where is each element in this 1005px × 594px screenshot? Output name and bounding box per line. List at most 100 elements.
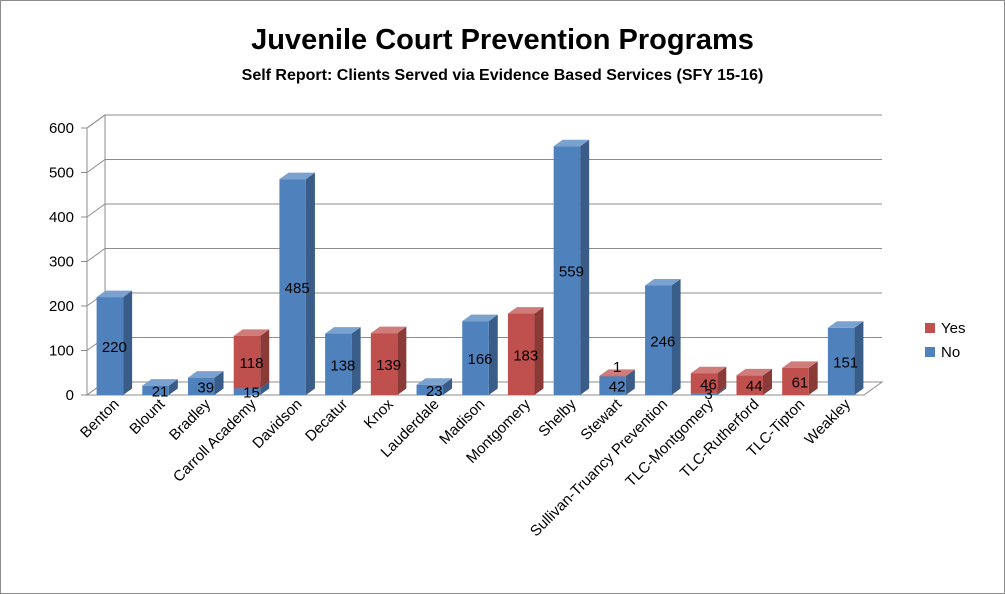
chart-legend: Yes No [925, 316, 965, 364]
bar-top [599, 369, 635, 376]
data-label: 559 [559, 264, 584, 281]
data-label: 39 [197, 379, 214, 396]
legend-item-yes: Yes [925, 316, 965, 340]
bar-yes [370, 326, 407, 395]
y-tick-label: 600 [49, 120, 74, 137]
bar-front [462, 321, 489, 395]
bar-no [142, 379, 178, 395]
y-tick-label: 400 [49, 209, 74, 226]
bar-side [534, 307, 544, 395]
bar-side [625, 369, 635, 395]
bar-top [690, 366, 727, 374]
bar-yes [690, 366, 727, 394]
legend-swatch-yes [925, 323, 935, 333]
legend-label-yes: Yes [941, 319, 966, 337]
data-label: 61 [792, 374, 809, 391]
data-label: 166 [467, 351, 492, 368]
bar-front [142, 385, 169, 395]
bar-front [690, 373, 718, 394]
bar-front [507, 313, 535, 395]
legend-label-no: No [941, 343, 961, 361]
data-label: 183 [513, 347, 538, 364]
x-tick-label: Davidson [249, 396, 305, 452]
x-tick-label: Carroll Academy [170, 395, 260, 485]
data-label: 485 [285, 280, 310, 297]
bar-side [671, 279, 681, 395]
bar-side [168, 379, 178, 395]
bar-top [96, 290, 133, 298]
bar-top [233, 329, 270, 336]
bar-no [462, 314, 498, 395]
bar-side [717, 366, 727, 394]
bar-side [305, 172, 315, 395]
bar-front [782, 367, 809, 395]
bar-side [854, 321, 864, 395]
data-label: 138 [330, 357, 355, 374]
bar-side [625, 369, 635, 377]
bar-front [370, 333, 398, 395]
gridline [86, 203, 882, 218]
bar-no [279, 172, 315, 395]
bar-front [553, 146, 581, 395]
bar-no [553, 139, 590, 395]
bar-front [279, 179, 306, 395]
data-label: 44 [746, 378, 763, 395]
y-tick-label: 300 [49, 254, 74, 271]
bar-side [580, 139, 590, 395]
bar-front [233, 335, 261, 389]
bar-yes [233, 329, 270, 389]
bar-front [233, 388, 261, 395]
data-label: 151 [833, 354, 858, 371]
bar-front [325, 333, 352, 395]
bar-side [260, 329, 270, 389]
bar-side [260, 381, 270, 395]
x-tick-label: Shelby [535, 395, 580, 440]
bar-no [827, 321, 864, 395]
bar-side [351, 327, 361, 395]
bar-no [188, 371, 224, 395]
bar-top [553, 139, 590, 147]
gridline [86, 248, 882, 262]
data-label: 23 [426, 383, 443, 400]
gridline [86, 159, 882, 173]
chart-subtitle: Self Report: Clients Served via Evidence… [241, 67, 764, 84]
bar-no [96, 290, 133, 395]
bar-top [416, 378, 453, 385]
data-label: 220 [102, 339, 127, 356]
bar-front [736, 375, 763, 395]
x-tick-label: Decatur [302, 396, 351, 445]
bar-side [488, 314, 498, 395]
x-tick-label: Knox [361, 395, 398, 432]
y-tick-label: 100 [49, 343, 74, 360]
bar-top [507, 307, 544, 314]
data-label: 15 [243, 385, 260, 402]
data-label: 42 [609, 379, 626, 396]
data-label: 3 [704, 386, 712, 403]
bar-side [397, 326, 407, 395]
legend-item-no: No [925, 340, 965, 364]
bar-top [827, 321, 864, 328]
y-tick-label: 0 [66, 387, 74, 404]
x-tick-label: Weakley [801, 395, 854, 448]
bar-side [123, 290, 133, 395]
bar-no [416, 378, 453, 395]
data-label: 246 [650, 333, 675, 350]
bar-top [462, 314, 498, 322]
bar-side [762, 368, 772, 395]
bar-side [717, 387, 727, 395]
bar-top [325, 327, 361, 334]
bar-top [645, 279, 681, 286]
legend-swatch-no [925, 347, 935, 357]
bar-top [142, 379, 178, 386]
bar-front [690, 393, 718, 395]
bar-front [188, 377, 215, 395]
bar-front [645, 285, 672, 395]
bar-yes [507, 307, 544, 395]
x-tick-label: Blount [126, 395, 169, 438]
data-label: 21 [152, 383, 169, 400]
bar-front [599, 376, 626, 395]
bar-top [782, 361, 818, 368]
bar-top [370, 326, 407, 334]
bar-yes [782, 361, 818, 395]
